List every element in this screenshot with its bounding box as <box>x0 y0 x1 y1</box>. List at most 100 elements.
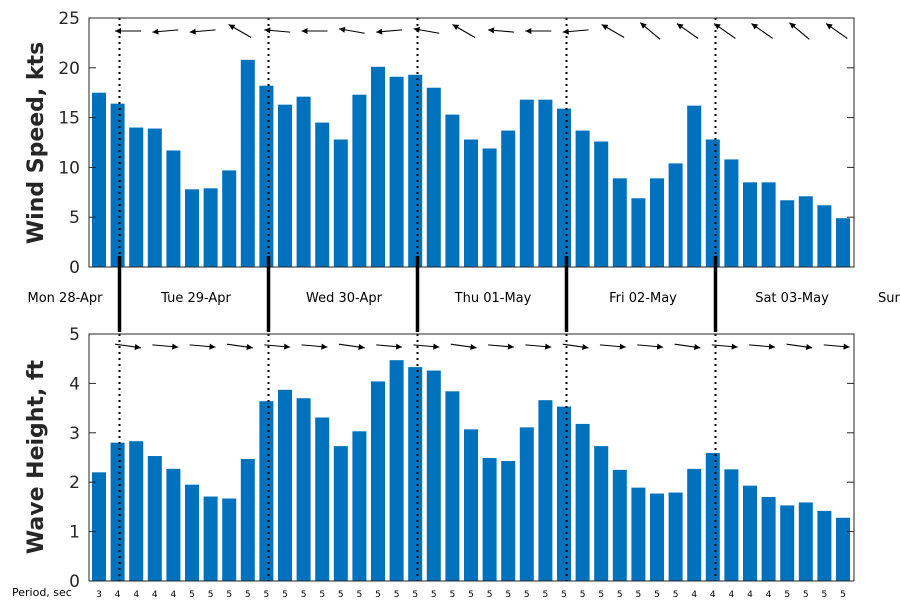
bar <box>798 502 813 581</box>
bar <box>538 400 553 581</box>
bar <box>780 505 795 581</box>
y-tick-label: 0 <box>69 258 80 278</box>
bar <box>501 130 516 267</box>
period-value: 5 <box>375 590 381 600</box>
bar <box>296 96 311 268</box>
bar <box>147 128 162 267</box>
direction-arrow <box>825 23 848 39</box>
bar <box>185 484 199 581</box>
period-value: 5 <box>598 590 604 600</box>
direction-arrow <box>226 343 253 350</box>
direction-arrow <box>599 343 626 350</box>
bar <box>389 76 404 267</box>
period-value: 4 <box>729 590 735 600</box>
bar <box>743 485 757 581</box>
bar <box>612 178 627 267</box>
bar <box>780 200 795 267</box>
bar <box>798 196 813 267</box>
bar <box>557 108 571 267</box>
period-value: 4 <box>691 590 697 600</box>
period-value: 5 <box>226 590 232 600</box>
period-value: 4 <box>115 590 121 600</box>
bar <box>687 468 702 581</box>
bar <box>594 141 609 267</box>
period-value: 4 <box>747 590 753 600</box>
bar <box>371 381 385 581</box>
direction-arrow <box>264 27 291 34</box>
period-value: 5 <box>301 590 307 600</box>
bar <box>761 497 776 581</box>
bar <box>110 103 125 267</box>
bar <box>650 493 664 581</box>
y-tick-label: 10 <box>58 158 80 178</box>
y-tick-label: 2 <box>69 473 80 493</box>
bar <box>129 441 144 581</box>
bar <box>147 456 162 581</box>
bar <box>519 99 534 267</box>
bar <box>352 94 367 267</box>
period-value: 5 <box>245 590 251 600</box>
day-label: Mon 28-Apr <box>28 291 104 306</box>
bar <box>185 189 199 267</box>
bar <box>631 198 646 267</box>
y-tick-label: 20 <box>58 59 80 79</box>
bar <box>538 99 553 267</box>
bar <box>352 431 367 581</box>
bar <box>333 446 348 581</box>
bar <box>668 492 683 581</box>
period-value: 5 <box>450 590 456 600</box>
bar <box>240 458 255 581</box>
bar <box>836 218 850 267</box>
direction-arrow <box>713 23 736 39</box>
bar <box>482 457 497 581</box>
bar <box>315 122 330 267</box>
y-tick-label: 1 <box>69 523 80 543</box>
direction-arrow <box>115 28 141 34</box>
period-value: 5 <box>784 590 790 600</box>
bar <box>110 442 125 581</box>
period-value: 4 <box>133 590 139 600</box>
bar <box>315 417 330 581</box>
bar <box>743 182 757 267</box>
bar <box>705 139 720 267</box>
bar <box>594 446 609 581</box>
bar <box>333 139 348 267</box>
bar <box>92 92 106 267</box>
direction-arrow <box>338 26 365 34</box>
direction-arrow <box>152 343 179 350</box>
period-value: 5 <box>468 590 474 600</box>
direction-arrow <box>301 28 328 34</box>
direction-arrow <box>228 24 252 38</box>
day-label: Thu 01-May <box>454 291 532 306</box>
direction-arrow <box>264 343 291 350</box>
bar <box>259 401 274 581</box>
bar <box>575 423 590 581</box>
period-value: 5 <box>319 590 325 600</box>
period-value: 5 <box>505 590 511 600</box>
bar <box>426 370 441 581</box>
bar <box>408 74 423 267</box>
wave-height-panel: 0 1 2 3 4 5 <box>69 325 855 592</box>
direction-arrow <box>601 24 625 38</box>
bar <box>482 148 497 267</box>
period-value: 5 <box>803 590 809 600</box>
period-value: 3 <box>96 590 102 600</box>
bar <box>445 114 460 267</box>
bar <box>278 104 292 267</box>
bar <box>464 139 478 267</box>
bar <box>129 127 144 267</box>
day-label: Fri 02-May <box>609 291 677 306</box>
wave-height-axis-label: Wave Height, ft <box>24 359 49 554</box>
period-value: 5 <box>561 590 567 600</box>
direction-arrow <box>562 28 589 35</box>
period-value: 5 <box>338 590 344 600</box>
day-label: Wed 30-Apr <box>306 291 383 306</box>
bar <box>92 472 106 581</box>
y-tick-label: 5 <box>69 325 80 345</box>
bar <box>687 105 702 267</box>
period-value: 5 <box>617 590 623 600</box>
bar <box>259 85 274 267</box>
bar <box>817 205 832 267</box>
period-value: 5 <box>822 590 828 600</box>
period-value: 5 <box>524 590 530 600</box>
